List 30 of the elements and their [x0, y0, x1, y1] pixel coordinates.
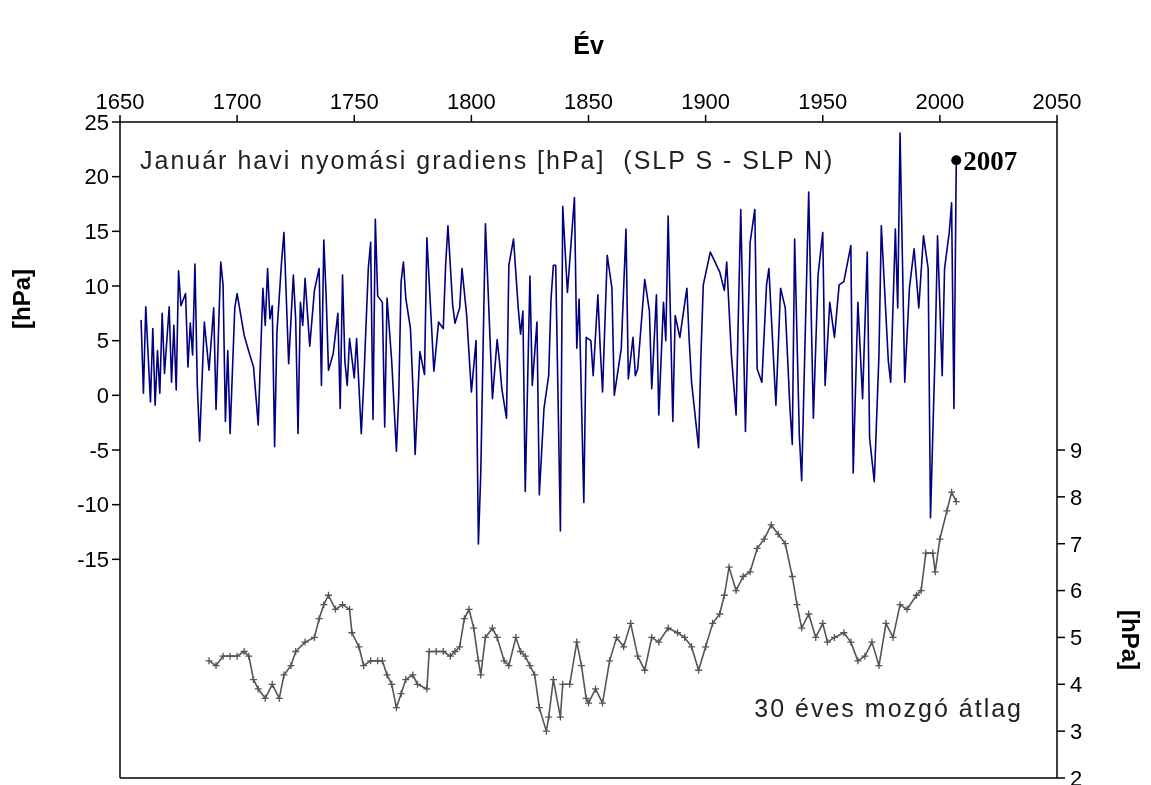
y-tick-label: -15 [77, 547, 109, 573]
series-label: 30 éves mozgó átlag [754, 694, 1023, 722]
y-tick-label: -5 [89, 437, 109, 463]
y-tick-label: 15 [84, 219, 109, 245]
y2-tick-label: 4 [1070, 672, 1083, 698]
y-tick-label: -10 [77, 492, 109, 518]
x-tick-label: 2000 [915, 89, 965, 114]
y2-tick-label: 5 [1070, 625, 1083, 651]
x-tick-label: 1800 [446, 89, 496, 114]
y2-tick-label: 9 [1070, 437, 1083, 463]
x-tick-label: 1950 [798, 89, 848, 114]
x-tick-label: 1750 [329, 89, 379, 114]
x-tick-label: 1850 [564, 89, 613, 114]
x-axis-title: Év [573, 30, 604, 59]
y2-tick-label: 7 [1070, 531, 1083, 557]
x-tick-label: 1900 [681, 89, 731, 114]
y-axis-title: [hPa] [8, 269, 35, 330]
y2-tick-label: 6 [1070, 578, 1083, 604]
series-label: Január havi nyomási gradiens [hPa] (SLP S - SLP N) [140, 146, 835, 174]
annotation: 2007 [963, 145, 1018, 176]
x-tick-label: 1700 [212, 89, 262, 114]
y-tick-label: 0 [96, 383, 109, 409]
y-tick-label: 20 [84, 164, 109, 190]
y2-tick-label: 3 [1070, 718, 1083, 744]
y2-tick-label: 2 [1070, 765, 1083, 785]
y-tick-label: 5 [96, 328, 109, 354]
y-tick-label: 10 [84, 273, 109, 299]
y2-tick-label: 8 [1070, 484, 1083, 510]
x-tick-label: 2050 [1032, 89, 1082, 114]
y2-axis-title: [hPa] [1117, 610, 1144, 671]
